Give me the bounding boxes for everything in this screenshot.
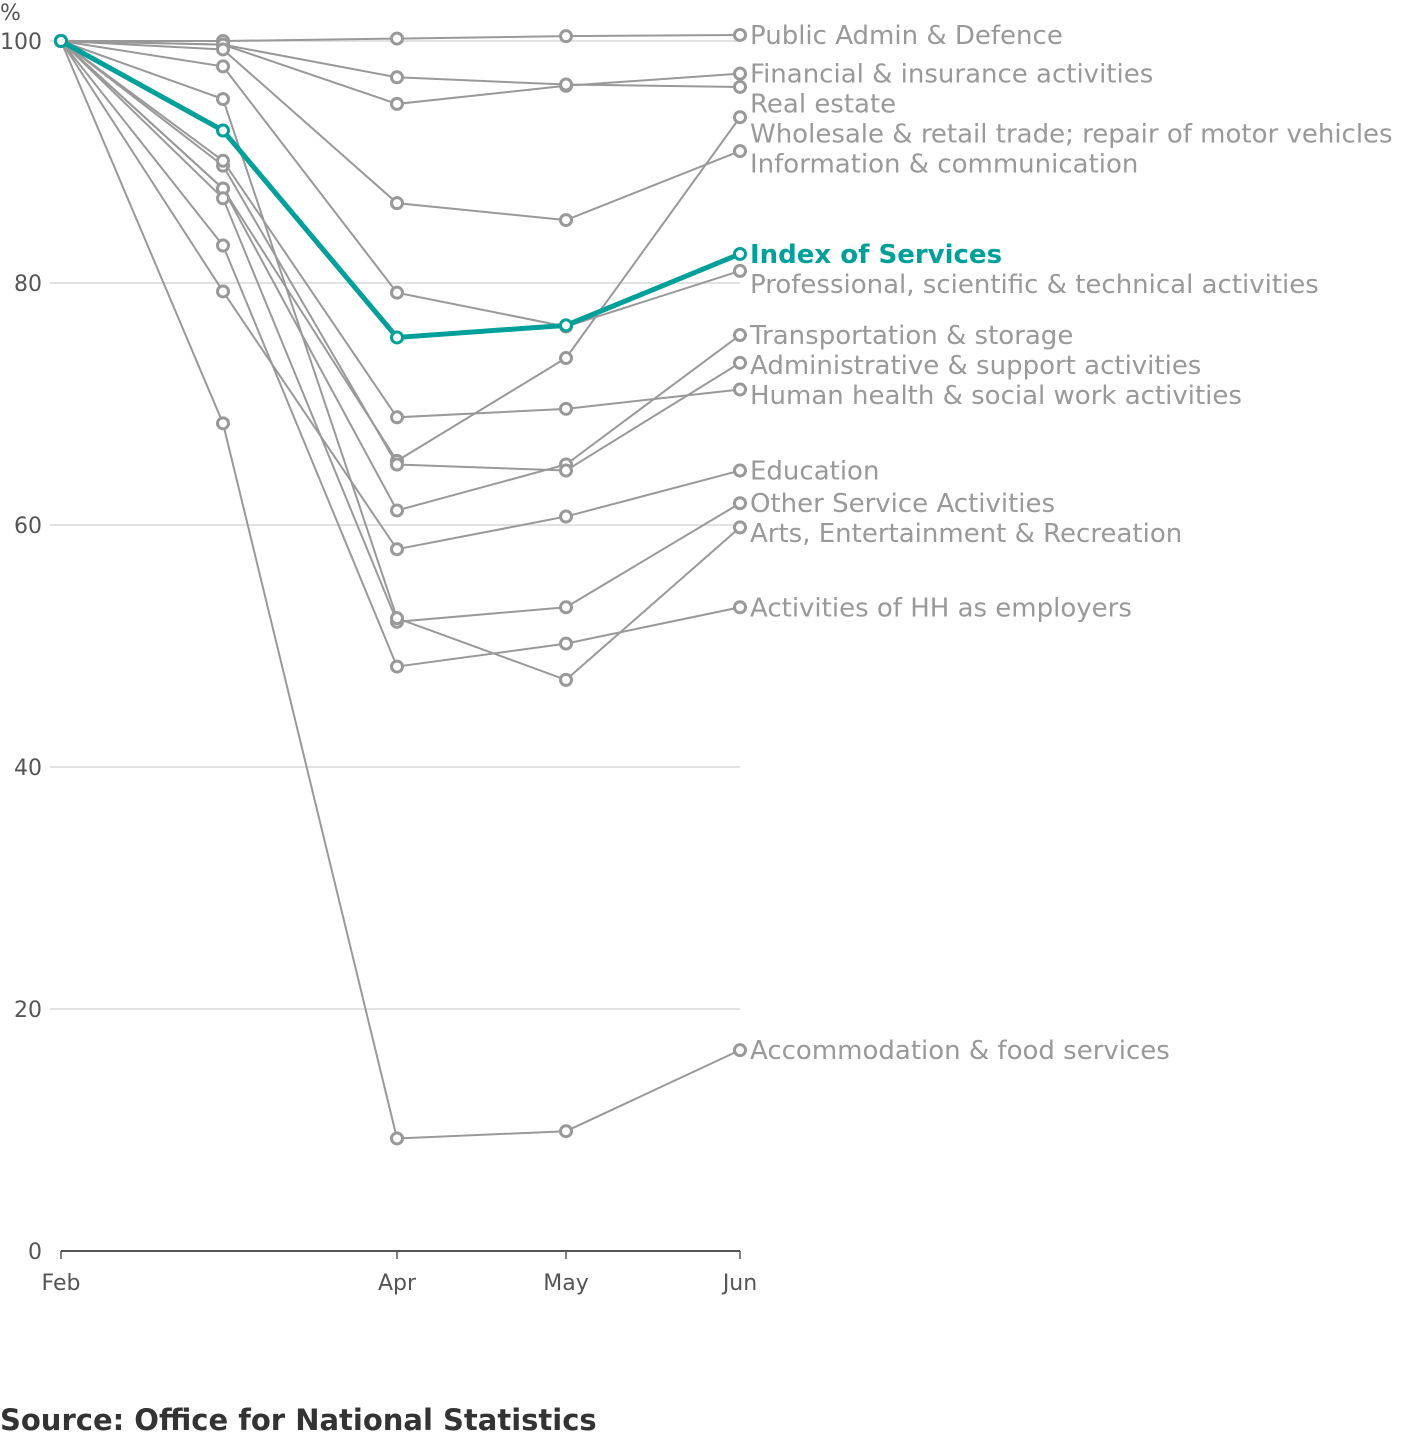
series-label: Arts, Entertainment & Recreation [750, 519, 1182, 549]
data-point [559, 77, 573, 92]
data-point [216, 191, 230, 206]
series-administrative-support-activities: Administrative & support activities [54, 34, 1201, 478]
data-point [216, 238, 230, 253]
line-chart: 0 20 40 60 80 100% Feb Apr May Jun Public Admin & … [0, 1, 1393, 1296]
data-point [390, 457, 404, 472]
data-point [559, 509, 573, 524]
data-point [559, 600, 573, 615]
series-label: Public Admin & Defence [750, 21, 1063, 51]
series-activities-of-hh-as-employers: Activities of HH as employers [54, 34, 1132, 674]
data-point [390, 1131, 404, 1146]
data-point [390, 196, 404, 211]
series-label: Accommodation & food services [750, 1036, 1170, 1066]
data-point [216, 92, 230, 107]
data-point [216, 59, 230, 74]
series-education: Education [54, 34, 879, 557]
data-point [733, 328, 747, 343]
data-point [559, 401, 573, 416]
series-arts-entertainment-recreation: Arts, Entertainment & Recreation [54, 34, 1182, 687]
y-axis-label: % [0, 1, 21, 26]
x-tick-label: Apr [378, 1271, 417, 1296]
series-public-admin-defence: Public Admin & Defence [54, 21, 1063, 51]
data-point [559, 636, 573, 651]
data-point [390, 503, 404, 518]
data-point [733, 27, 747, 42]
series-human-health-social-work-activities: Human health & social work activities [54, 34, 1242, 425]
data-point [390, 611, 404, 626]
series-line [60, 40, 741, 682]
series-line [60, 40, 741, 222]
source-note: Source: Office for National Statistics [0, 1403, 597, 1437]
series-label: Human health & social work activities [750, 381, 1242, 411]
x-tick-label: May [543, 1271, 588, 1296]
data-point [733, 144, 747, 159]
data-point [390, 410, 404, 425]
series-index-of-services: Index of Services [54, 34, 1002, 345]
series-label: Education [750, 457, 879, 487]
series-label: Other Service Activities [750, 489, 1055, 519]
data-point [733, 246, 747, 261]
data-point [559, 318, 573, 333]
data-point [733, 600, 747, 615]
data-point [559, 463, 573, 478]
data-point [733, 79, 747, 94]
data-point [390, 330, 404, 345]
series-label: Professional, scientific & technical act… [750, 270, 1319, 300]
data-point [733, 110, 747, 125]
y-tick-label: 20 [14, 998, 42, 1023]
data-point [559, 351, 573, 366]
data-point [559, 29, 573, 44]
series-label: Wholesale & retail trade; repair of moto… [750, 120, 1393, 150]
series-label: Information & communication [750, 150, 1138, 180]
data-point [216, 42, 230, 57]
y-tick-label: 40 [14, 756, 42, 781]
series-label: Financial & insurance activities [750, 60, 1153, 90]
data-point [216, 153, 230, 168]
data-point [390, 70, 404, 85]
y-tick-label: 0 [28, 1240, 42, 1265]
series-label: Index of Services [750, 240, 1002, 270]
data-point [733, 463, 747, 478]
data-point [733, 66, 747, 81]
data-point [216, 123, 230, 138]
x-tick-label: Feb [42, 1271, 81, 1296]
series-line [60, 40, 741, 512]
data-point [733, 382, 747, 397]
data-point [216, 416, 230, 431]
data-point [733, 496, 747, 511]
data-point [559, 1124, 573, 1139]
data-point [54, 34, 68, 48]
data-point [733, 355, 747, 370]
data-point [733, 1043, 747, 1058]
y-tick-label: 60 [14, 514, 42, 539]
series-label: Transportation & storage [749, 321, 1073, 351]
x-tick-label: Jun [721, 1271, 757, 1296]
data-point [559, 672, 573, 687]
data-point [390, 96, 404, 111]
series-label: Activities of HH as employers [750, 593, 1132, 623]
series-label: Real estate [750, 90, 896, 120]
data-point [733, 520, 747, 535]
y-tick-label: 80 [14, 272, 42, 297]
data-point [390, 285, 404, 300]
data-point [390, 542, 404, 557]
data-point [733, 263, 747, 278]
data-point [390, 31, 404, 46]
data-point [216, 284, 230, 299]
series-information-communication: Information & communication [54, 34, 1138, 228]
y-tick-label: 100 [0, 30, 42, 55]
series-label: Administrative & support activities [750, 351, 1201, 381]
data-point [390, 659, 404, 674]
data-point [559, 213, 573, 228]
